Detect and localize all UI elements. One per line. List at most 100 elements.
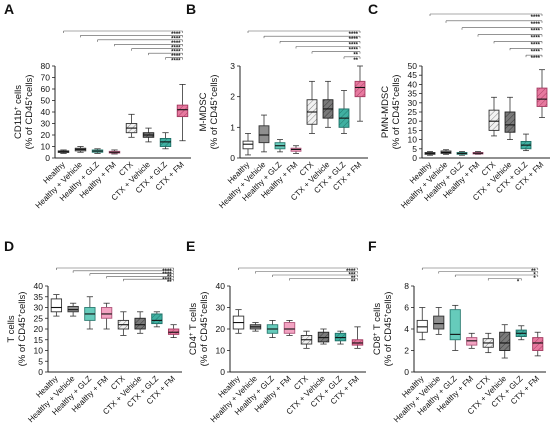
y-tick-label: 0 [220, 367, 225, 377]
significance-bracket: **** [295, 46, 361, 54]
significance-bracket: **** [238, 267, 358, 275]
box-6 [142, 127, 155, 143]
y-axis-unit-label: (% of CD45+cells) [24, 75, 35, 150]
y-tick-label: 15 [34, 335, 44, 345]
box-4 [108, 149, 121, 155]
significance-bracket: **** [247, 30, 361, 38]
box-1 [424, 151, 436, 156]
box-body [159, 137, 172, 147]
significance-bracket: * [438, 271, 539, 279]
significance-bracket: **** [263, 35, 361, 43]
significance-bracket: *** [255, 271, 358, 279]
box-2 [249, 322, 262, 332]
significance-bracket: ** [311, 51, 361, 59]
box-1 [232, 309, 245, 334]
panel-letter: B [186, 1, 196, 17]
box-5 [306, 80, 318, 134]
box-2 [67, 302, 79, 317]
box-6 [134, 311, 146, 334]
y-tick-label: 6 [404, 303, 409, 313]
y-tick-label: 30 [216, 303, 226, 313]
significance-bracket: **** [509, 47, 543, 55]
box-4 [283, 319, 296, 336]
significance-bracket: **** [80, 35, 183, 42]
y-tick-label: 10 [216, 346, 226, 356]
box-body [354, 80, 366, 98]
significance-label: **** [171, 59, 181, 65]
significance-label: **** [531, 29, 541, 35]
box-2 [433, 307, 445, 335]
y-tick-label: 40 [408, 79, 418, 89]
significance-bracket: **** [165, 57, 183, 65]
y-tick-label: 70 [41, 73, 51, 83]
box-8 [351, 326, 364, 349]
y-tick-label: 20 [34, 324, 44, 334]
significance-label: **** [531, 36, 541, 42]
significance-label: ** [167, 275, 172, 281]
y-tick-label: 45 [408, 70, 418, 80]
y-tick-label: 5 [412, 144, 417, 154]
significance-bracket: * [487, 278, 522, 286]
y-tick-label: 30 [408, 98, 418, 108]
box-body [100, 307, 113, 319]
significance-label: **** [162, 269, 172, 275]
significance-label: **** [531, 42, 541, 48]
significance-label: **** [349, 37, 359, 43]
significance-label: **** [162, 277, 172, 283]
box-body [536, 87, 548, 107]
significance-bracket: **** [445, 20, 543, 28]
y-axis-unit-label: (% of CD45+cells) [391, 75, 402, 150]
box-2 [440, 149, 452, 155]
box-4 [100, 302, 113, 330]
y-tick-label: 20 [216, 324, 226, 334]
y-axis-label: T cells [6, 315, 17, 343]
significance-label: **** [349, 42, 359, 48]
significance-bracket: ** [343, 56, 361, 64]
box-7 [159, 132, 172, 150]
y-tick-label: 0 [404, 367, 409, 377]
box-6 [499, 324, 511, 359]
box-6 [504, 96, 516, 141]
significance-label: ** [353, 58, 358, 64]
box-body [532, 337, 544, 351]
y-tick-label: 10 [408, 135, 418, 145]
box-3 [456, 151, 468, 156]
y-axis-label: CD8+ T cells [372, 303, 383, 356]
box-5 [488, 96, 500, 137]
box-7 [151, 311, 163, 328]
significance-label: **** [171, 45, 181, 51]
box-8 [536, 69, 548, 118]
significance-label: **** [531, 22, 541, 28]
box-body [176, 104, 189, 118]
significance-label: **** [171, 36, 181, 42]
box-body [151, 313, 163, 325]
significance-bracket: **** [97, 39, 183, 47]
y-tick-label: 25 [34, 313, 44, 323]
significance-label: ** [167, 280, 172, 286]
box-body [242, 140, 254, 150]
box-body [488, 109, 500, 131]
box-8 [176, 84, 189, 142]
box-7 [520, 133, 532, 152]
significance-label: **** [171, 32, 181, 38]
y-axis-unit-label: (% of CD45+cells) [17, 292, 28, 367]
significance-label: **** [346, 269, 356, 275]
significance-label: * [533, 273, 536, 279]
significance-label: **** [531, 15, 541, 21]
box-8 [167, 324, 180, 339]
significance-bracket: **** [493, 41, 543, 48]
significance-label: ** [351, 276, 356, 282]
box-3 [84, 296, 96, 330]
significance-bracket: **** [114, 43, 183, 51]
box-body [134, 317, 146, 330]
significance-label: **** [171, 50, 181, 56]
significance-bracket: **** [279, 41, 361, 48]
box-3 [266, 319, 279, 339]
y-axis-unit-label: (% of CD45+cells) [209, 75, 220, 150]
significance-label: ** [351, 280, 356, 286]
significance-bracket: ** [289, 278, 358, 286]
